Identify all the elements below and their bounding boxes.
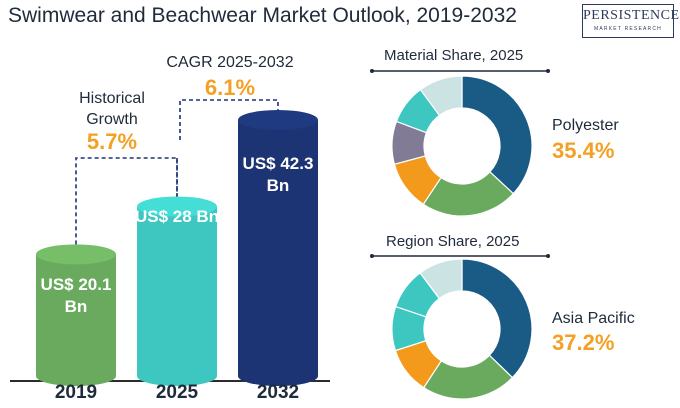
logo-main-text: PERSISTENCE xyxy=(583,8,680,23)
region-slice-5 xyxy=(419,258,463,300)
page-title: Swimwear and Beachwear Market Outlook, 2… xyxy=(8,4,517,27)
bar-2019 xyxy=(36,254,116,376)
logo-sub-text: MARKET RESEARCH xyxy=(594,26,662,32)
historical-growth-label: Historical Growth xyxy=(62,88,162,130)
material-rule-dot-left xyxy=(370,69,374,73)
cagr-connector xyxy=(179,99,279,140)
historical-label-line1: Historical xyxy=(79,90,145,107)
brand-logo[interactable]: PERSISTENCE MARKET RESEARCH xyxy=(582,4,680,38)
material-rule-dot-right xyxy=(546,69,550,73)
material-slice-5 xyxy=(419,75,463,117)
bar-top-2019 xyxy=(36,244,116,265)
bar-value-label-2019: US$ 20.1 Bn xyxy=(40,275,112,316)
historical-connector xyxy=(75,157,178,245)
year-label-2032: 2032 xyxy=(256,382,300,403)
year-label-2019: 2019 xyxy=(54,382,98,403)
bar-value-label-2025: US$ 28 Bn xyxy=(134,207,220,226)
region-share-title: Region Share, 2025 xyxy=(380,233,526,250)
bar-top-2025 xyxy=(137,196,217,217)
region-rule-dot-left xyxy=(370,254,374,258)
region-rule-dot-right xyxy=(546,254,550,258)
bar-top-2032 xyxy=(238,110,318,130)
cagr-value: 6.1% xyxy=(204,75,256,100)
bar-2025 xyxy=(137,206,217,376)
region-highlight-label: Asia Pacific xyxy=(552,310,635,327)
material-highlight-label: Polyester xyxy=(552,117,619,134)
region-highlight-value: 37.2% xyxy=(552,330,615,355)
bar-value-label-2032: US$ 42.3 Bn xyxy=(242,154,314,195)
historical-growth-value: 5.7% xyxy=(86,129,138,154)
bar-2032 xyxy=(238,120,318,376)
material-slice-0 xyxy=(461,75,533,195)
bar-bottom-2025 xyxy=(137,366,217,386)
historical-label-line2: Growth xyxy=(86,111,138,128)
year-label-2025: 2025 xyxy=(155,382,199,403)
cagr-label: CAGR 2025-2032 xyxy=(166,54,294,71)
bar-bottom-2032 xyxy=(238,366,318,386)
material-share-title: Material Share, 2025 xyxy=(378,47,530,64)
material-highlight-value: 35.4% xyxy=(552,138,615,163)
bar-bottom-2019 xyxy=(36,366,116,386)
region-slice-0 xyxy=(461,258,533,379)
